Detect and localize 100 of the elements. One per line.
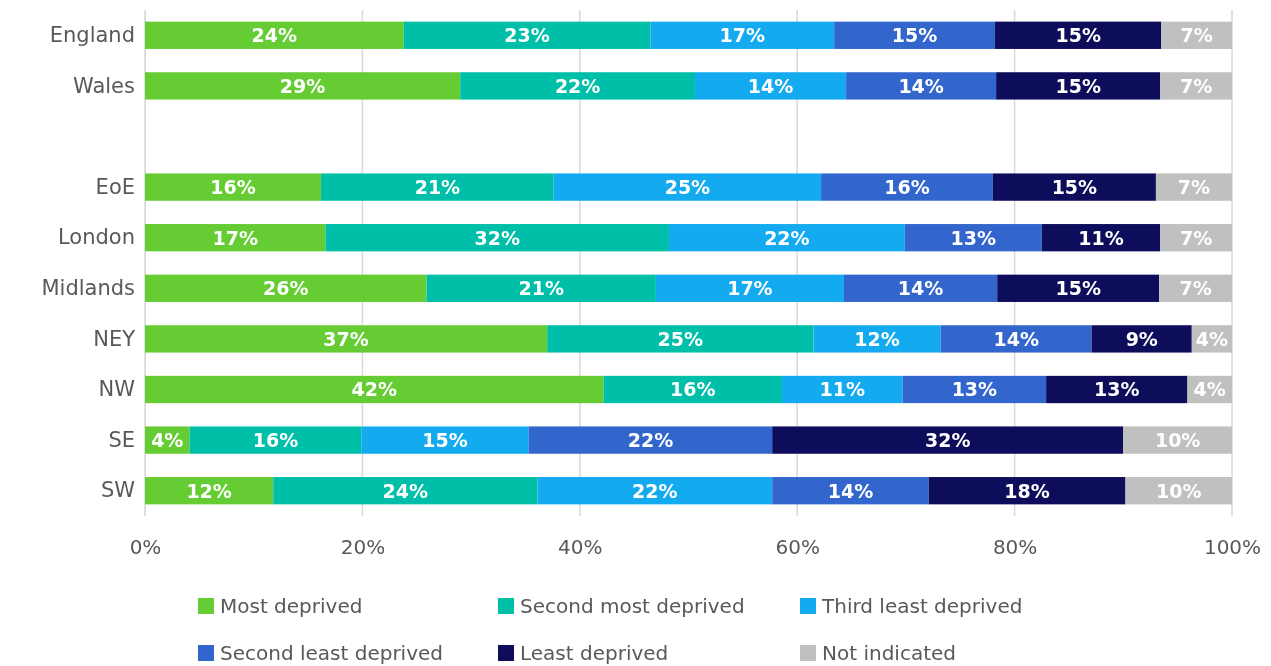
- x-tick-label: 80%: [992, 535, 1038, 560]
- data-label: 25%: [664, 175, 711, 198]
- bar: [603, 375, 782, 404]
- data-label: 15%: [1051, 175, 1098, 198]
- data-label: 4%: [1193, 378, 1226, 401]
- bar: [1046, 375, 1188, 404]
- y-tick-label: England: [49, 23, 135, 48]
- legend-label: Third least deprived: [821, 594, 1023, 619]
- bar: [189, 426, 362, 454]
- data-label: 12%: [854, 327, 900, 350]
- data-label: 11%: [819, 378, 866, 401]
- data-label: 42%: [351, 378, 398, 401]
- data-label: 17%: [719, 24, 766, 47]
- bar: [403, 21, 651, 49]
- data-label: 10%: [1154, 428, 1201, 451]
- y-tick-label: NEY: [93, 326, 136, 351]
- data-label: 7%: [1180, 24, 1213, 47]
- data-label: 16%: [252, 428, 299, 451]
- data-label: 17%: [212, 226, 258, 249]
- y-tick-label: NW: [98, 377, 136, 402]
- bar: [1155, 173, 1232, 201]
- data-label: 15%: [1055, 74, 1101, 97]
- bar: [145, 224, 326, 252]
- data-label: 14%: [827, 479, 874, 502]
- bar: [528, 426, 773, 454]
- data-label: 14%: [898, 74, 944, 97]
- bar: [902, 375, 1047, 404]
- data-label: 21%: [518, 277, 564, 300]
- data-label: 4%: [151, 428, 184, 451]
- data-label: 17%: [727, 277, 773, 300]
- data-label: 13%: [950, 226, 997, 249]
- bar: [1123, 426, 1232, 454]
- data-label: 4%: [1195, 327, 1229, 350]
- bar: [273, 477, 538, 505]
- bar: [650, 21, 835, 49]
- bar: [426, 274, 656, 302]
- data-label: 15%: [891, 24, 938, 47]
- data-label: 13%: [951, 378, 998, 401]
- data-label: 32%: [925, 428, 971, 451]
- data-label: 15%: [422, 428, 468, 451]
- data-label: 16%: [884, 175, 930, 198]
- bar: [940, 325, 1092, 353]
- bar: [1091, 325, 1192, 353]
- bar: [553, 173, 822, 201]
- data-label: 11%: [1078, 226, 1124, 249]
- bar: [537, 477, 773, 505]
- x-tick-label: 40%: [558, 535, 603, 560]
- y-tick-label: SW: [100, 478, 136, 503]
- x-tick-label: 20%: [340, 535, 386, 560]
- bar: [1160, 72, 1232, 100]
- data-label: 7%: [1180, 74, 1213, 97]
- data-label: 18%: [1004, 479, 1050, 502]
- bar: [145, 173, 322, 201]
- bar: [668, 224, 905, 252]
- bar: [928, 477, 1126, 505]
- data-label: 23%: [504, 24, 550, 47]
- legend-label: Not indicated: [822, 641, 956, 666]
- bar: [772, 477, 929, 505]
- data-label: 21%: [414, 175, 461, 198]
- data-label: 22%: [632, 479, 678, 502]
- bar: [145, 274, 427, 302]
- y-tick-label: Midlands: [41, 276, 135, 301]
- x-tick-label: 60%: [775, 535, 820, 560]
- data-label: 7%: [1180, 226, 1213, 249]
- bar: [325, 224, 669, 252]
- data-label: 24%: [382, 479, 429, 502]
- data-label: 29%: [279, 74, 326, 97]
- legend-label: Second most deprived: [520, 594, 745, 619]
- data-label: 26%: [263, 277, 309, 300]
- bar: [843, 274, 998, 302]
- legend-label: Second least deprived: [220, 641, 444, 666]
- data-label: 16%: [670, 378, 716, 401]
- data-label: 14%: [993, 327, 1039, 350]
- data-label: 24%: [251, 24, 298, 47]
- y-tick-label: SE: [108, 427, 135, 452]
- bar: [547, 325, 814, 353]
- data-label: 7%: [1179, 277, 1212, 300]
- bar: [321, 173, 554, 201]
- data-label: 22%: [627, 428, 674, 451]
- bar: [821, 173, 993, 201]
- bar: [460, 72, 696, 100]
- x-tick-label: 100%: [1203, 535, 1262, 560]
- data-label: 22%: [764, 226, 810, 249]
- bar: [772, 426, 1124, 454]
- bar: [996, 72, 1161, 100]
- y-tick-label: Wales: [73, 73, 135, 98]
- data-label: 37%: [323, 327, 369, 350]
- bar: [995, 21, 1162, 49]
- x-tick-label: 0%: [129, 535, 162, 560]
- data-label: 25%: [657, 327, 704, 350]
- bar: [145, 325, 548, 353]
- bar: [145, 375, 604, 404]
- data-label: 9%: [1125, 327, 1158, 350]
- bar: [655, 274, 844, 302]
- data-label: 16%: [210, 175, 256, 198]
- bar: [846, 72, 997, 100]
- data-label: 13%: [1094, 378, 1140, 401]
- legend-label: Most deprived: [220, 594, 363, 619]
- bar: [145, 21, 404, 49]
- bar: [997, 274, 1160, 302]
